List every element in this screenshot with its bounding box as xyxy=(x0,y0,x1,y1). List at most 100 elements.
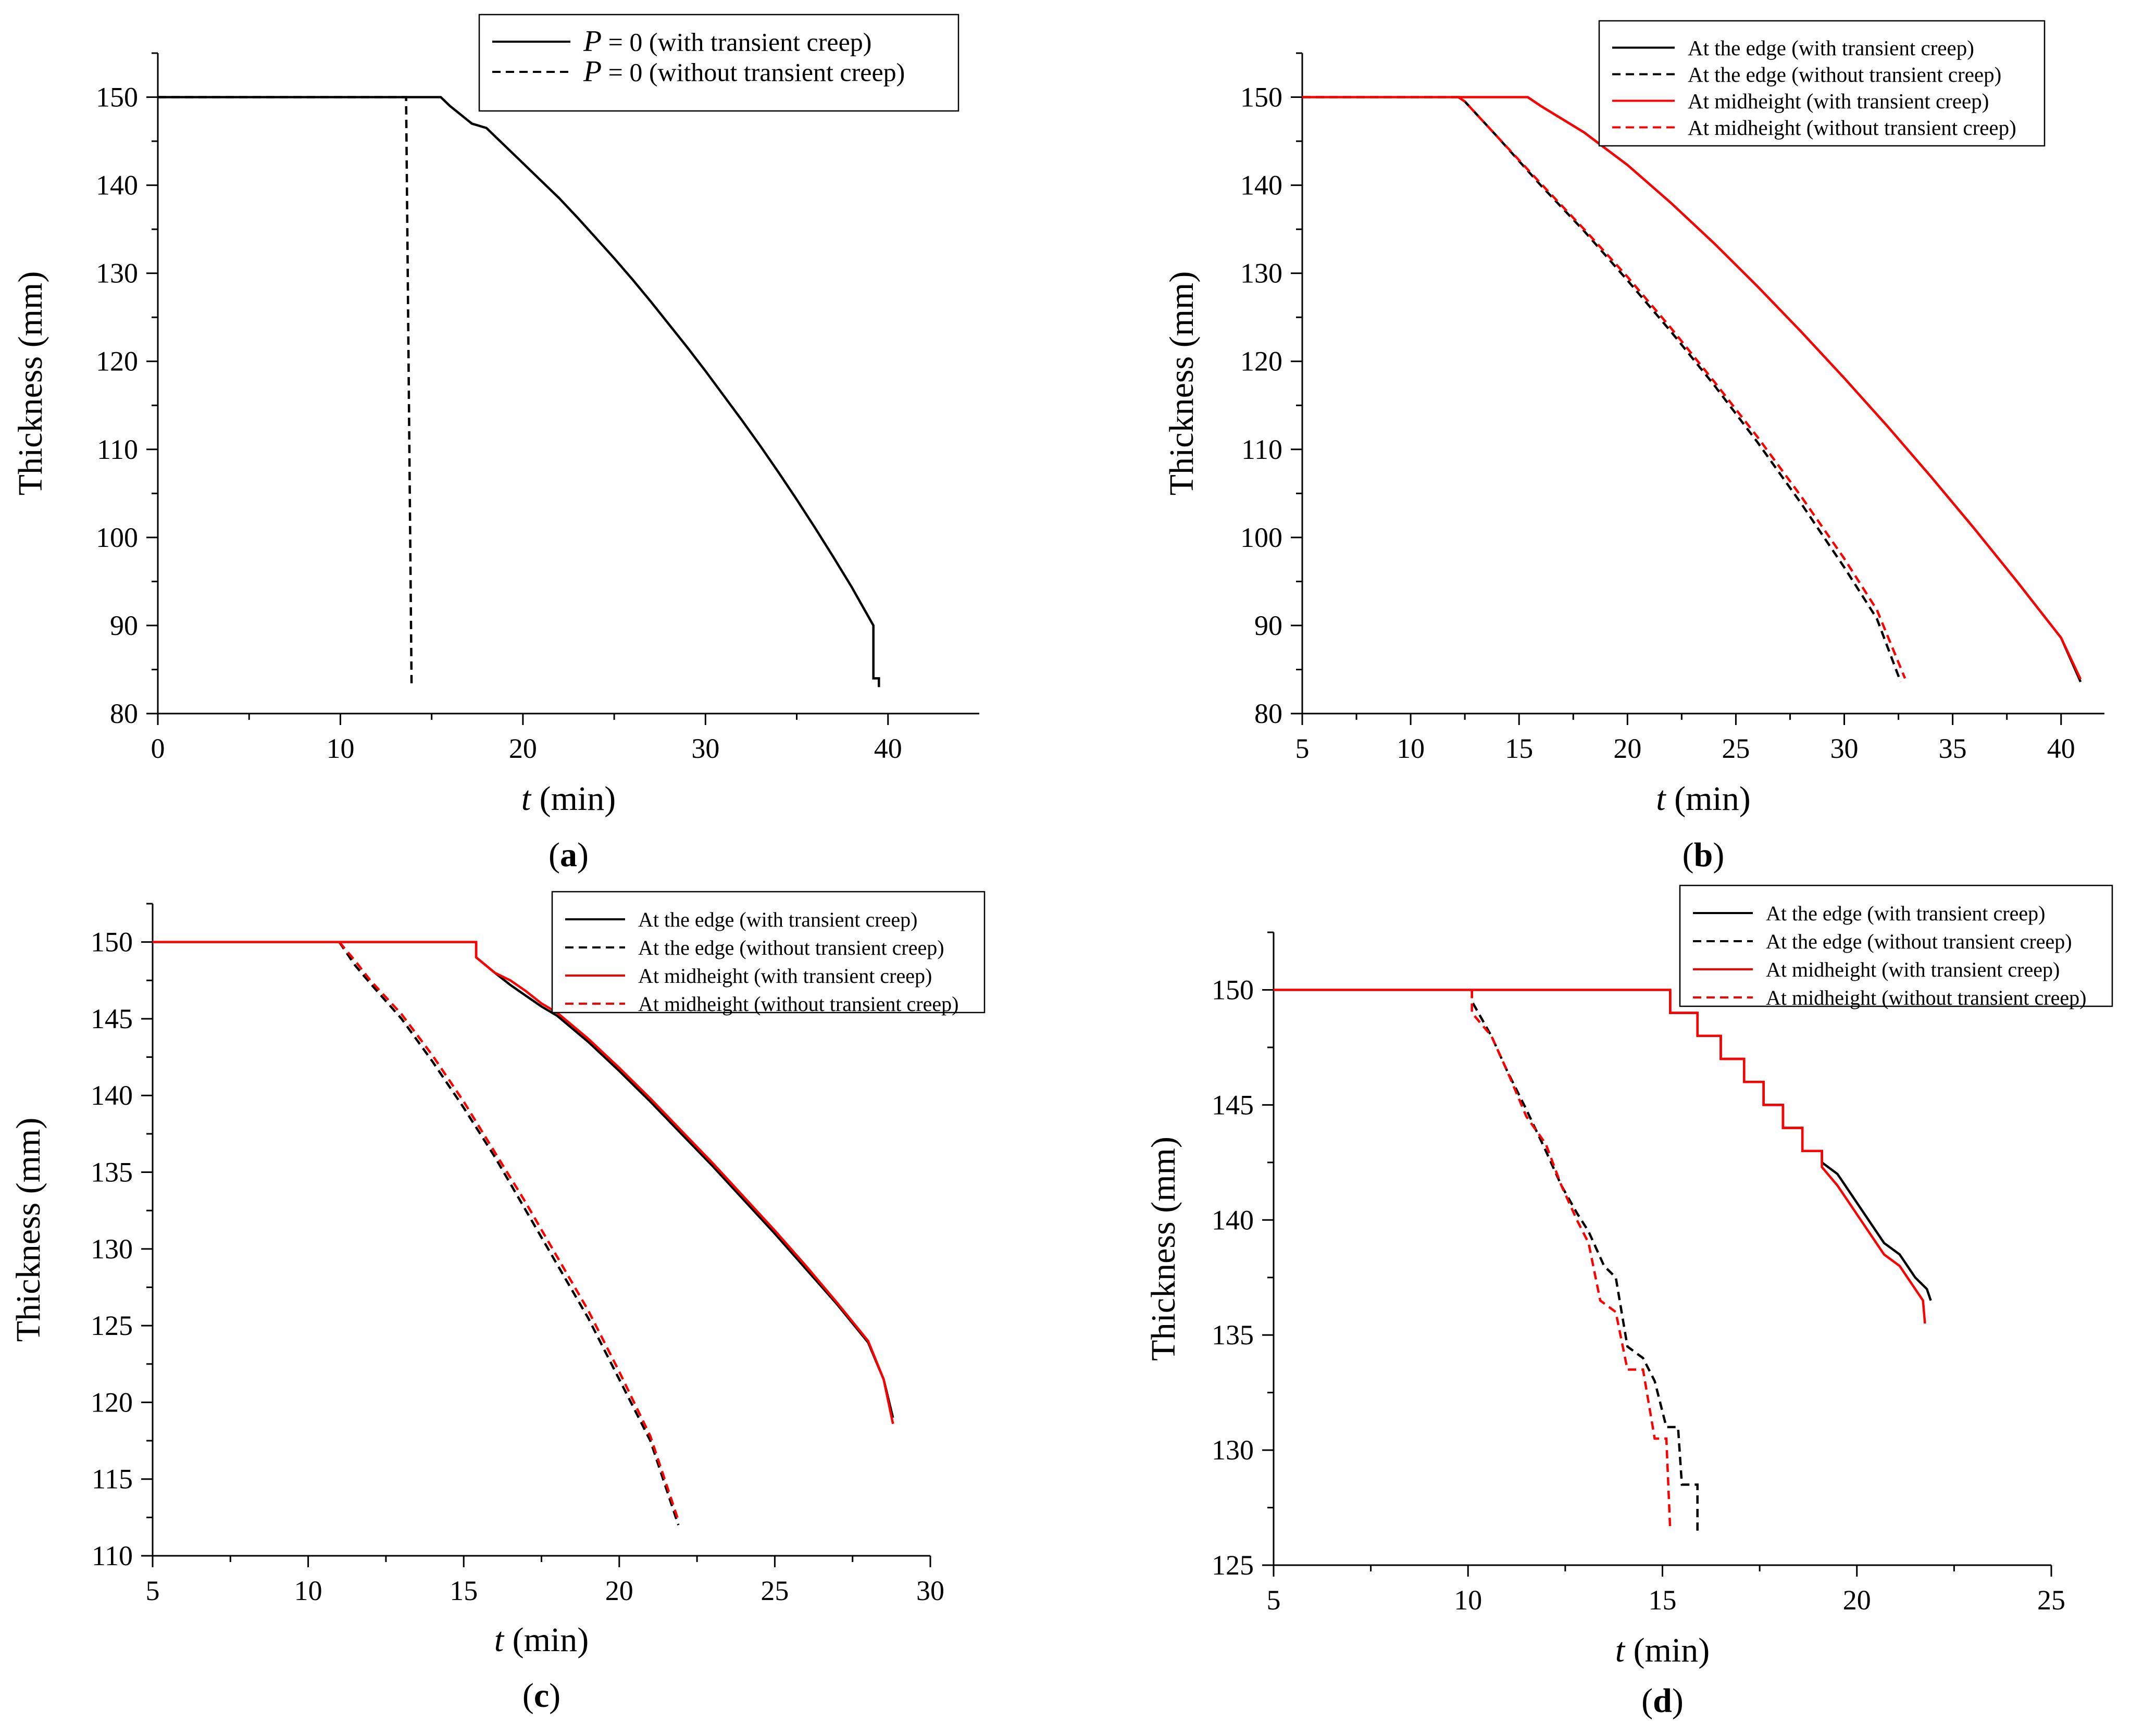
y-tick-label: 145 xyxy=(91,1003,133,1034)
x-tick-label: 20 xyxy=(1613,733,1641,764)
y-axis-label: Thickness (mm) xyxy=(9,1118,47,1342)
y-axis-label: Thickness (mm) xyxy=(11,271,49,496)
y-tick-label: 150 xyxy=(96,82,138,113)
y-tick-label: 140 xyxy=(1212,1204,1254,1235)
panel-caption: (c) xyxy=(522,1677,560,1715)
legend-box xyxy=(1679,884,2113,1007)
y-tick-label: 125 xyxy=(91,1310,133,1341)
x-axis-label: t (min) xyxy=(1615,1631,1710,1669)
legend-label: At midheight (without transient creep) xyxy=(1766,986,2086,1009)
panel-caption: (d) xyxy=(1641,1682,1684,1720)
y-tick-label: 110 xyxy=(97,434,138,465)
legend-label: P = 0 (without transient creep) xyxy=(583,55,905,88)
series-line-2 xyxy=(1470,990,1699,1531)
x-tick-label: 5 xyxy=(1295,733,1310,764)
y-tick-label: 150 xyxy=(1212,974,1254,1005)
x-tick-label: 10 xyxy=(294,1575,322,1606)
legend-label: At the edge (with transient creep) xyxy=(1766,902,2045,925)
y-tick-label: 150 xyxy=(1240,82,1282,113)
x-tick-label: 40 xyxy=(2047,733,2075,764)
x-tick-label: 30 xyxy=(1830,733,1859,764)
legend-label: At the edge (without transient creep) xyxy=(1766,930,2072,953)
chart-panel-c: 5 10 15 20 25 30 110 115 120 125 130 135 140 145 150 Th… xyxy=(9,891,986,1715)
y-tick-label: 140 xyxy=(1240,170,1282,201)
x-tick-label: 0 xyxy=(151,733,165,764)
y-tick-label: 90 xyxy=(110,610,138,641)
x-tick-label: 20 xyxy=(509,733,537,764)
legend-label: At the edge (with transient creep) xyxy=(1688,36,1974,60)
legend: At the edge (with transient creep) At the… xyxy=(551,891,986,1016)
y-tick-label: 120 xyxy=(96,346,138,377)
x-tick-label: 5 xyxy=(1267,1584,1281,1616)
x-axis-label: t (min) xyxy=(1656,780,1750,818)
y-tick-label: 110 xyxy=(92,1540,133,1571)
x-axis-label: t (min) xyxy=(494,1621,589,1659)
series-line-4 xyxy=(338,941,680,1521)
legend-box xyxy=(551,891,986,1014)
y-tick-label: 140 xyxy=(91,1080,133,1111)
legend-label: P = 0 (with transient creep) xyxy=(583,25,871,58)
y-tick-label: 80 xyxy=(1254,698,1282,729)
x-tick-label: 25 xyxy=(1722,733,1750,764)
panel-caption: (a) xyxy=(549,836,589,874)
x-axis-label: t (min) xyxy=(521,780,616,818)
legend-box xyxy=(1598,20,2046,147)
y-tick-label: 130 xyxy=(96,258,138,289)
legend-label: At midheight (without transient creep) xyxy=(638,992,958,1016)
y-tick-label: 100 xyxy=(1240,522,1282,553)
chart-panel-a: 0 10 20 30 40 80 90 100 110 120 130 140 150 Thickness… xyxy=(11,14,979,874)
y-tick-label: 130 xyxy=(91,1233,133,1265)
y-axis-label: Thickness (mm) xyxy=(1163,271,1201,496)
y-tick-label: 120 xyxy=(91,1387,133,1418)
legend-label: At midheight (with transient creep) xyxy=(1688,89,1989,113)
legend-box xyxy=(478,14,959,112)
x-tick-label: 20 xyxy=(1843,1584,1871,1616)
x-tick-label: 10 xyxy=(1397,733,1425,764)
x-tick-label: 10 xyxy=(326,733,354,764)
legend: At the edge (with transient creep) At the… xyxy=(1679,884,2113,1009)
x-tick-label: 30 xyxy=(916,1575,944,1606)
series-line-3 xyxy=(1274,989,1926,1324)
y-axis-label: Thickness (mm) xyxy=(1144,1136,1182,1361)
x-tick-label: 10 xyxy=(1454,1584,1482,1616)
x-tick-label: 15 xyxy=(450,1575,478,1606)
panel-caption: (b) xyxy=(1683,836,1725,874)
y-tick-label: 135 xyxy=(1212,1319,1254,1351)
y-tick-label: 115 xyxy=(92,1464,133,1495)
series-line-3 xyxy=(153,941,894,1425)
y-tick-label: 80 xyxy=(110,698,138,729)
legend-label: At the edge (without transient creep) xyxy=(1688,63,2001,86)
legend-label: At the edge (with transient creep) xyxy=(638,908,917,931)
x-tick-label: 20 xyxy=(605,1575,633,1606)
series-line-2 xyxy=(1302,96,1902,682)
series-line-1 xyxy=(158,96,880,688)
y-tick-label: 110 xyxy=(1241,434,1282,465)
x-tick-label: 30 xyxy=(691,733,719,764)
y-tick-label: 150 xyxy=(91,927,133,958)
y-tick-label: 130 xyxy=(1212,1434,1254,1466)
series-line-3 xyxy=(1302,96,2082,680)
y-tick-label: 135 xyxy=(91,1157,133,1188)
x-tick-label: 25 xyxy=(2037,1584,2065,1616)
series-line-4 xyxy=(1470,990,1672,1531)
x-tick-label: 40 xyxy=(874,733,902,764)
series-line-2 xyxy=(158,96,413,685)
chart-panel-b: 5 10 15 20 25 30 35 40 80 90 100 110 120 130 140 150 Thi… xyxy=(1163,20,2104,874)
series-line-4 xyxy=(1457,96,1906,679)
legend-label: At midheight (with transient creep) xyxy=(1766,958,2060,981)
y-tick-label: 130 xyxy=(1240,258,1282,289)
y-tick-label: 125 xyxy=(1212,1550,1254,1581)
legend-label: At midheight (with transient creep) xyxy=(638,964,932,988)
x-tick-label: 15 xyxy=(1649,1584,1677,1616)
y-tick-label: 90 xyxy=(1254,610,1282,641)
legend: P = 0 (with transient creep)P = 0 (witho… xyxy=(478,14,959,112)
x-tick-label: 35 xyxy=(1939,733,1967,764)
series-line-2 xyxy=(338,941,680,1526)
y-tick-label: 100 xyxy=(96,522,138,553)
y-tick-label: 145 xyxy=(1212,1089,1254,1120)
legend-label: At midheight (without transient creep) xyxy=(1688,116,2016,140)
chart-panel-d: 5 10 15 20 25 125 130 135 140 145 150 Thickness (mm… xyxy=(1144,884,2113,1720)
legend-label: At the edge (without transient creep) xyxy=(638,936,944,959)
x-tick-label: 5 xyxy=(146,1575,160,1606)
